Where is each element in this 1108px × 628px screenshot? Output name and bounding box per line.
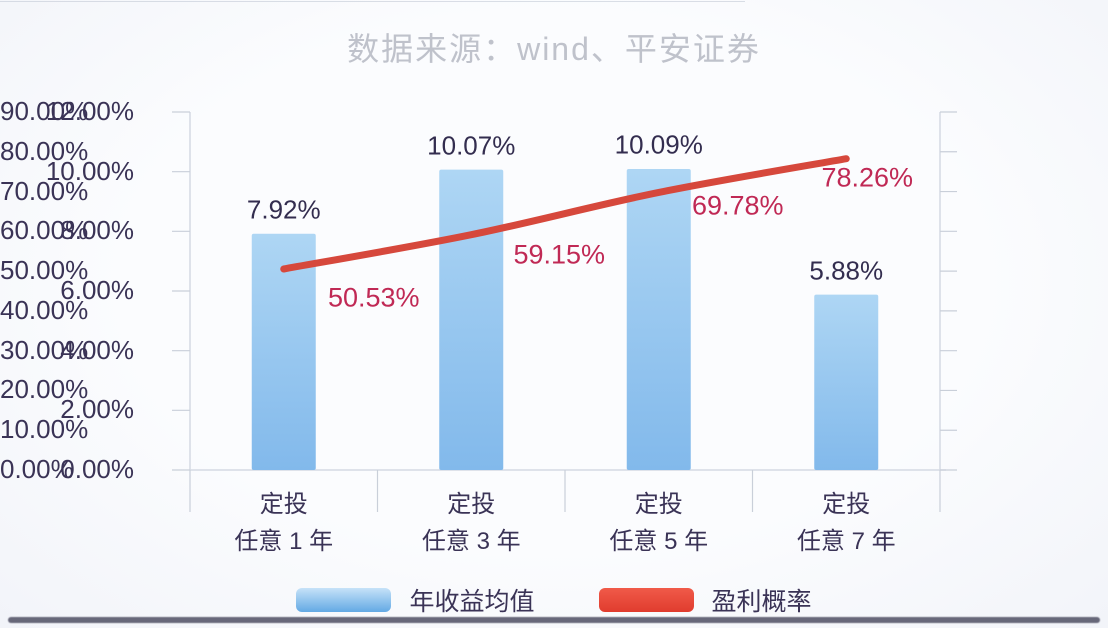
bar-value-label: 5.88% [809,255,884,286]
bottom-divider-strip [8,617,1100,623]
bar [439,169,504,470]
top-hairline [0,1,745,2]
legend: 年收益均值 盈利概率 [0,582,1108,618]
bar [814,294,879,470]
bar [626,168,691,470]
x-axis-category-label: 定投 任意 7 年 [796,491,896,555]
right-axis-tick-label: 20.00% [0,374,89,405]
left-axis-tick-label: 0.00% [60,454,134,484]
right-axis-tick-label: 80.00% [0,135,89,166]
line-value-label: 50.53% [327,282,420,313]
chart-title: 数据来源：wind、平安证券 [347,31,761,67]
legend-label-line-series: 盈利概率 [711,588,812,616]
line-series [280,155,850,273]
line-series-swatch-icon [598,588,694,612]
x-axis-category-label: 定投 任意 1 年 [234,491,334,555]
left-axis-tick-label: 4.00% [60,334,134,365]
right-axis-tick-label: 90.00% [0,96,89,126]
line-value-label: 78.26% [821,162,914,193]
bar [251,233,316,470]
line-value-label: 69.78% [691,190,784,221]
right-axis-tick-label: 0.00% [0,454,74,484]
x-axis-category-label: 定投 任意 3 年 [421,491,521,555]
right-axis-tick-label: 40.00% [0,294,89,325]
left-axis-tick-label: 10.00% [45,155,134,186]
left-axis-tick-label: 6.00% [60,275,134,305]
line-value-label: 59.15% [513,239,606,270]
legend-item-bar-series: 年收益均值 [296,582,535,618]
bar-value-label: 7.92% [246,194,321,225]
right-axis-tick-label: 30.00% [0,334,89,365]
right-axis-tick-label: 50.00% [0,255,89,286]
legend-item-line-series: 盈利概率 [598,582,812,618]
right-axis-tick-label: 60.00% [0,215,89,246]
right-axis-tick-label: 70.00% [0,175,89,206]
bar-value-label: 10.07% [427,130,516,161]
legend-label-bar-series: 年收益均值 [409,588,535,616]
right-axis-tick-label: 10.00% [0,414,89,445]
x-axis-category-label: 定投 任意 5 年 [609,491,709,555]
left-axis-tick-label: 2.00% [60,394,134,425]
left-axis-tick-label: 12.00% [45,96,134,126]
bar-value-label: 10.09% [614,129,703,160]
bar-series-swatch-icon [296,588,392,612]
left-axis-tick-label: 8.00% [60,215,134,246]
